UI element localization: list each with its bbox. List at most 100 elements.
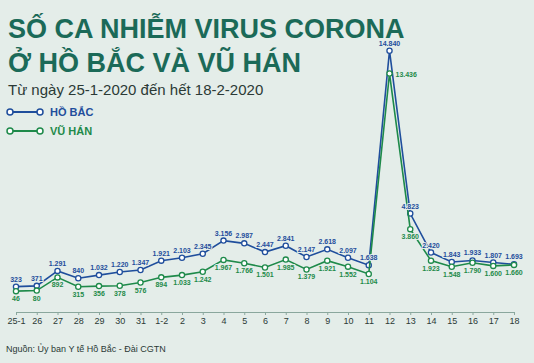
x-tick-mark [473,312,474,315]
point [117,283,122,288]
x-tick-label: 29 [94,316,104,326]
x-tick: 8 [304,312,309,326]
title: Ở HỒ BẮC VÀ VŨ HÁN [8,46,301,78]
point [34,288,39,293]
point [55,268,60,273]
data-label: 1.242 [194,276,212,283]
data-label: 14.840 [379,40,401,47]
data-label: 80 [33,295,41,302]
point [262,265,267,270]
x-tick-mark [307,312,308,315]
data-label: 1.921 [152,250,170,257]
data-label: 840 [72,267,84,274]
point [96,273,101,278]
background [0,0,534,363]
x-tick-label: 1-2 [155,316,168,326]
data-label: 2.103 [173,247,191,254]
x-tick-mark [58,312,59,315]
x-tick-mark [369,312,370,315]
x-tick-mark [431,312,432,315]
data-label: 1.552 [339,271,357,278]
legend-marker [37,109,43,115]
x-tick: 12 [385,312,395,326]
x-tick-label: 11 [365,316,374,326]
x-tick-mark [16,312,17,315]
point [262,250,267,255]
x-tick-mark [182,312,183,315]
point [179,255,184,260]
x-tick: 15 [447,312,457,326]
data-label: 1.790 [464,267,482,274]
x-tick-mark [161,312,162,315]
x-tick-mark [265,312,266,315]
data-label: 1.501 [256,271,274,278]
x-tick-mark [203,312,204,315]
x-tick-mark [410,312,411,315]
x-tick-label: 15 [447,316,457,326]
x-tick-label: 13 [406,316,416,326]
x-tick-label: 6 [263,316,268,326]
data-label: 1.660 [505,269,523,276]
x-tick: 6 [263,312,268,326]
legend-marker [37,128,43,134]
source: Nguồn: Ủy ban Y tế Hồ Bắc - Đài CGTN [6,343,166,354]
data-label: 1.967 [215,264,233,271]
point [138,280,143,285]
legend-label: HỒ BẮC [50,106,93,118]
data-label: 1.923 [422,265,440,272]
x-tick-label: 14 [426,316,436,326]
point [408,227,413,232]
data-label: 894 [155,281,167,288]
x-tick-label: 12 [385,316,395,326]
point [325,247,330,252]
data-label: 46 [12,295,20,302]
data-label: 2.147 [298,246,316,253]
data-label: 2.987 [235,232,253,239]
x-tick: 30 [115,312,125,326]
x-tick-mark [78,312,79,315]
x-tick-mark [327,312,328,315]
point [387,48,392,53]
data-label: 1.104 [360,278,378,285]
x-tick: 31 [136,312,146,326]
data-label: 2.447 [256,241,274,248]
point [13,289,18,294]
data-label: 1.600 [484,270,502,277]
series-line [16,51,514,287]
x-tick-label: 30 [115,316,125,326]
point [345,264,350,269]
x-tick-mark [37,312,38,315]
point [428,258,433,263]
x-tick: 29 [94,312,104,326]
x-tick-mark [224,312,225,315]
point [283,243,288,248]
x-tick-label: 9 [325,316,330,326]
point [304,267,309,272]
point [200,251,205,256]
point [76,276,81,281]
x-tick: 28 [74,312,84,326]
point [159,258,164,263]
point [242,261,247,266]
data-label: 2.618 [318,238,336,245]
data-label: 2.345 [194,243,212,250]
x-tick-mark [493,312,494,315]
point [96,283,101,288]
x-tick-mark [141,312,142,315]
data-label: 1.807 [484,252,502,259]
x-tick-label: 5 [242,316,247,326]
x-tick-mark [514,312,515,315]
x-tick-mark [390,312,391,315]
x-tick-mark [286,312,287,315]
data-label: 1.548 [443,271,461,278]
legend-item: HỒ BẮC [7,106,93,118]
x-tick-label: 4 [221,316,226,326]
data-label: 315 [72,291,84,298]
point [511,262,516,267]
data-label: 3.156 [215,230,233,237]
x-tick: 2 [180,312,185,326]
data-label: 371 [31,275,43,282]
point [55,275,60,280]
data-label: 1.220 [111,261,129,268]
x-tick: 3 [201,312,206,326]
